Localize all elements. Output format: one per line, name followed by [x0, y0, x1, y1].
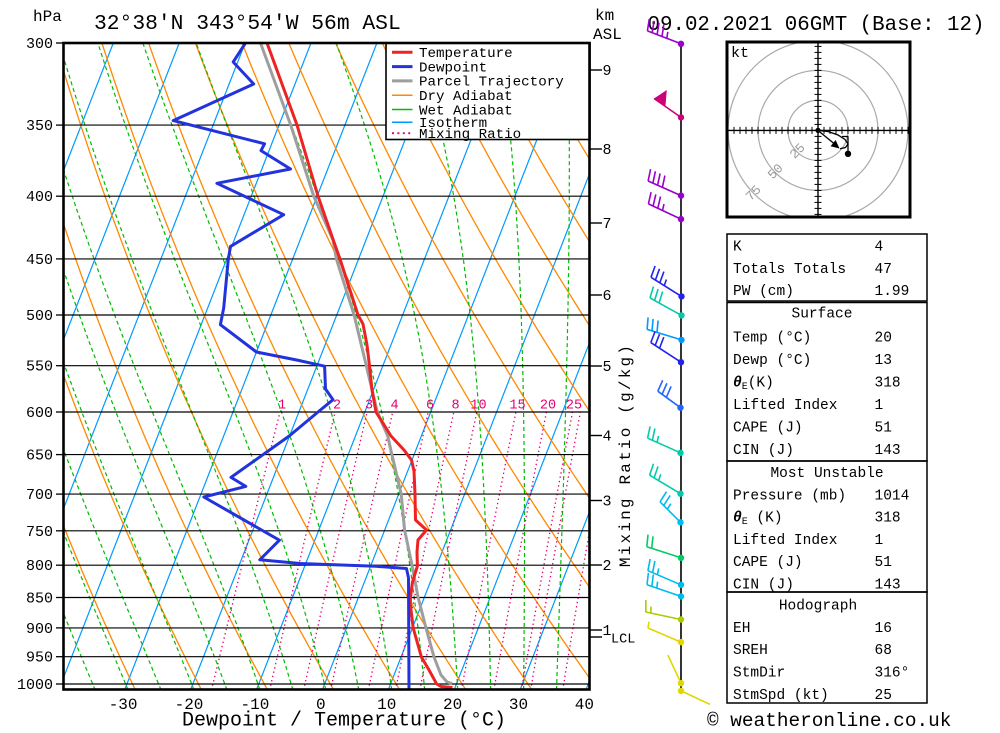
svg-text:25: 25 — [566, 399, 582, 414]
svg-text:2: 2 — [333, 399, 341, 414]
svg-text:143: 143 — [875, 577, 901, 593]
svg-text:θE(K): θE(K) — [733, 376, 774, 394]
svg-text:950: 950 — [26, 650, 53, 667]
svg-text:1.99: 1.99 — [875, 284, 910, 300]
svg-text:318: 318 — [875, 376, 901, 392]
svg-text:1: 1 — [875, 398, 884, 414]
svg-text:Dewp (°C): Dewp (°C) — [733, 353, 811, 369]
svg-text:9: 9 — [603, 63, 612, 80]
svg-text:3: 3 — [603, 494, 612, 511]
svg-text:Temperature: Temperature — [419, 46, 513, 62]
svg-text:8: 8 — [451, 399, 459, 414]
svg-text:1: 1 — [603, 623, 612, 640]
svg-text:143: 143 — [875, 443, 901, 459]
svg-text:318: 318 — [875, 511, 901, 527]
svg-text:1014: 1014 — [875, 488, 910, 504]
svg-text:CAPE (J): CAPE (J) — [733, 421, 803, 437]
svg-text:600: 600 — [26, 405, 53, 422]
svg-text:1000: 1000 — [17, 677, 53, 694]
svg-text:47: 47 — [875, 262, 892, 278]
svg-text:7: 7 — [603, 216, 612, 233]
svg-text:15: 15 — [509, 399, 525, 414]
svg-text:StmDir: StmDir — [733, 666, 785, 682]
svg-text:Totals Totals: Totals Totals — [733, 262, 846, 278]
svg-text:θE (K): θE (K) — [733, 511, 783, 529]
svg-text:700: 700 — [26, 487, 53, 504]
svg-text:ASL: ASL — [593, 26, 622, 44]
svg-text:6: 6 — [426, 399, 434, 414]
svg-text:850: 850 — [26, 591, 53, 608]
svg-text:StmSpd (kt): StmSpd (kt) — [733, 688, 829, 704]
svg-text:550: 550 — [26, 359, 53, 376]
svg-text:SREH: SREH — [733, 643, 768, 659]
svg-text:4: 4 — [603, 429, 612, 446]
svg-text:K: K — [733, 240, 742, 256]
svg-text:CIN (J): CIN (J) — [733, 577, 794, 593]
svg-text:Most Unstable: Most Unstable — [770, 466, 883, 482]
svg-text:-10: -10 — [240, 696, 269, 714]
svg-text:4: 4 — [875, 240, 884, 256]
svg-text:68: 68 — [875, 643, 892, 659]
svg-text:LCL: LCL — [611, 633, 635, 648]
svg-text:800: 800 — [26, 558, 53, 575]
svg-text:Dewpoint: Dewpoint — [419, 60, 487, 76]
svg-text:Mixing Ratio: Mixing Ratio — [419, 127, 521, 143]
svg-text:Lifted Index: Lifted Index — [733, 533, 838, 549]
svg-text:3: 3 — [365, 399, 373, 414]
svg-text:Temp (°C): Temp (°C) — [733, 331, 811, 347]
svg-text:-20: -20 — [175, 696, 204, 714]
svg-text:1: 1 — [278, 399, 286, 414]
svg-text:300: 300 — [26, 36, 53, 53]
svg-text:Hodograph: Hodograph — [779, 599, 857, 615]
svg-text:6: 6 — [603, 288, 612, 305]
svg-text:32°38'N 343°54'W 56m ASL: 32°38'N 343°54'W 56m ASL — [94, 12, 401, 36]
svg-text:30: 30 — [509, 696, 528, 714]
svg-text:40: 40 — [575, 696, 594, 714]
svg-text:5: 5 — [603, 359, 612, 376]
svg-text:Mixing Ratio (g/kg): Mixing Ratio (g/kg) — [617, 343, 635, 567]
svg-text:Lifted Index: Lifted Index — [733, 398, 838, 414]
svg-text:51: 51 — [875, 555, 892, 571]
svg-text:1: 1 — [875, 533, 884, 549]
svg-text:CIN (J): CIN (J) — [733, 443, 794, 459]
svg-text:0: 0 — [316, 696, 326, 714]
svg-text:350: 350 — [26, 118, 53, 135]
svg-text:Surface: Surface — [792, 307, 853, 323]
svg-text:900: 900 — [26, 621, 53, 638]
svg-text:4: 4 — [390, 399, 398, 414]
svg-text:© weatheronline.co.uk: © weatheronline.co.uk — [707, 710, 951, 732]
svg-text:EH: EH — [733, 621, 750, 637]
svg-text:-30: -30 — [109, 696, 138, 714]
svg-text:8: 8 — [603, 142, 612, 159]
svg-text:hPa: hPa — [33, 8, 62, 26]
svg-text:10: 10 — [470, 399, 486, 414]
svg-text:Dry Adiabat: Dry Adiabat — [419, 89, 513, 105]
svg-text:Pressure (mb): Pressure (mb) — [733, 488, 846, 504]
svg-text:500: 500 — [26, 308, 53, 325]
svg-text:316°: 316° — [875, 666, 910, 682]
svg-text:kt: kt — [731, 45, 749, 62]
svg-text:13: 13 — [875, 353, 892, 369]
svg-text:20: 20 — [875, 331, 892, 347]
svg-text:Isotherm: Isotherm — [419, 116, 487, 132]
svg-text:400: 400 — [26, 189, 53, 206]
svg-text:Dewpoint / Temperature (°C): Dewpoint / Temperature (°C) — [182, 710, 506, 733]
svg-text:km: km — [595, 7, 614, 25]
svg-text:Wet Adiabat: Wet Adiabat — [419, 103, 513, 119]
svg-text:CAPE (J): CAPE (J) — [733, 555, 803, 571]
svg-text:51: 51 — [875, 421, 892, 437]
svg-text:2: 2 — [603, 558, 612, 575]
svg-text:650: 650 — [26, 448, 53, 465]
svg-text:450: 450 — [26, 252, 53, 269]
svg-text:20: 20 — [443, 696, 462, 714]
svg-text:20: 20 — [540, 399, 556, 414]
svg-text:PW (cm): PW (cm) — [733, 284, 794, 300]
svg-text:16: 16 — [875, 621, 892, 637]
svg-text:09.02.2021 06GMT (Base: 12): 09.02.2021 06GMT (Base: 12) — [648, 14, 985, 37]
svg-text:25: 25 — [875, 688, 892, 704]
svg-text:Parcel Trajectory: Parcel Trajectory — [419, 75, 564, 91]
svg-text:750: 750 — [26, 524, 53, 541]
svg-text:10: 10 — [377, 696, 396, 714]
